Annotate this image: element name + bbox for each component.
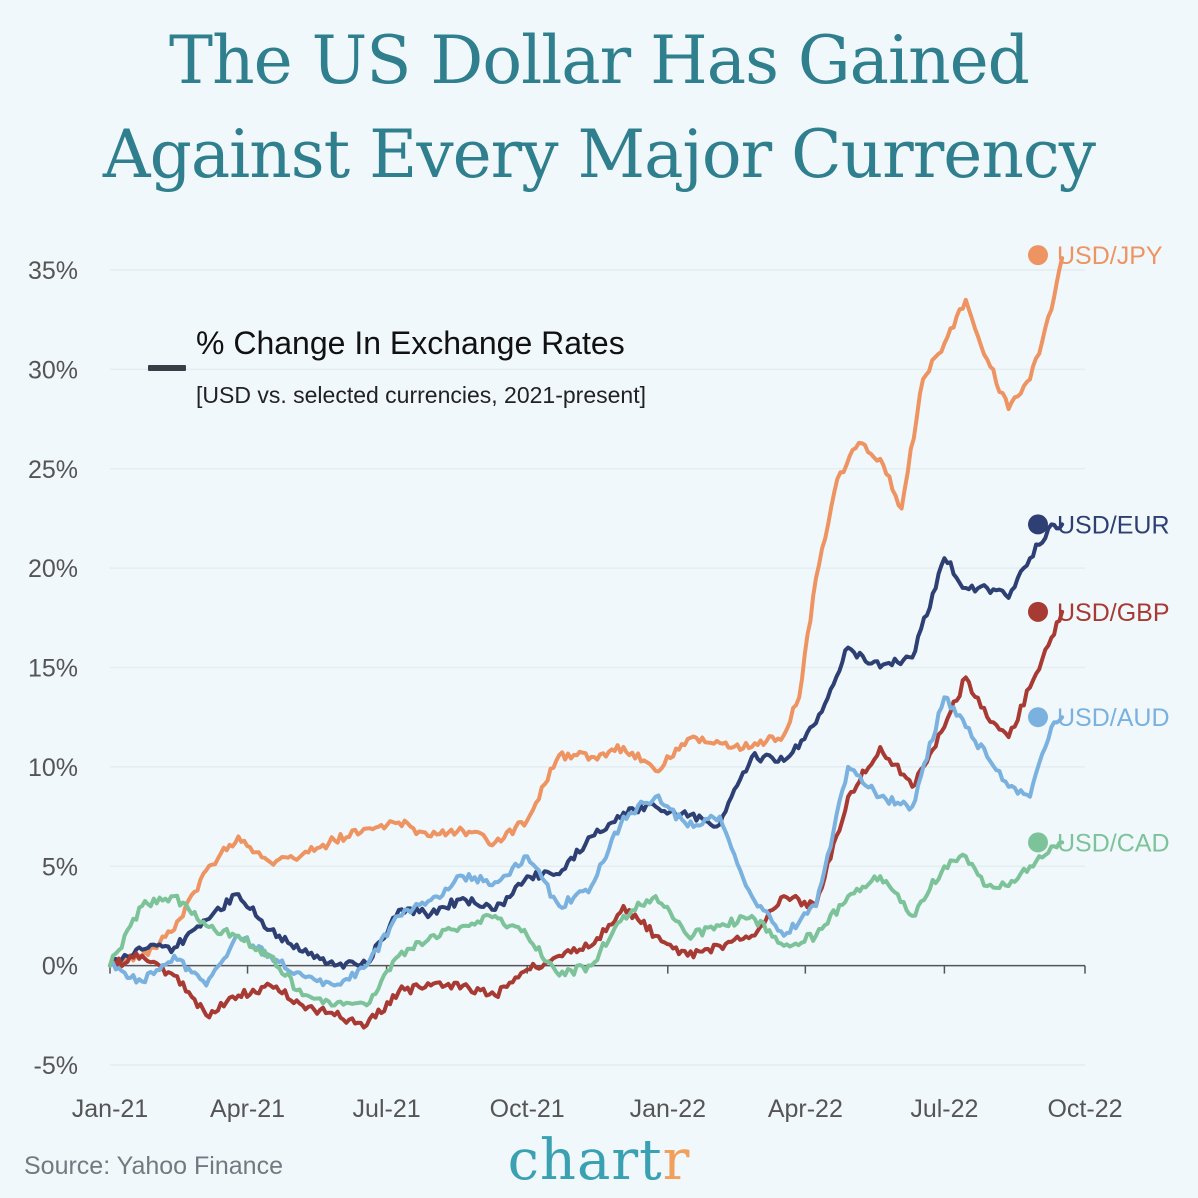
x-tick-label: Apr-22 <box>768 1095 843 1123</box>
y-tick-label: 0% <box>42 953 78 981</box>
series-lines <box>108 256 1065 1030</box>
series-label-cad: USD/CAD <box>1057 829 1170 857</box>
series-line-gbp <box>108 609 1065 1030</box>
series-endpoint-cad <box>1028 832 1048 853</box>
x-tick-label: Jan-22 <box>630 1095 706 1123</box>
series-endpoints: USD/JPY USD/EUR USD/GBP USD/AUD USD/CAD <box>1028 242 1170 857</box>
series-endpoint-jpy <box>1028 245 1048 266</box>
series-line-cad <box>108 840 1065 1008</box>
series-label-gbp: USD/GBP <box>1057 599 1170 627</box>
series-label-jpy: USD/JPY <box>1057 242 1163 270</box>
y-tick-label: 35% <box>28 257 78 285</box>
chart-title: The US Dollar Has Gained Against Every M… <box>0 14 1198 202</box>
y-tick-label: 15% <box>28 655 78 683</box>
legend-swatch <box>148 365 186 371</box>
y-tick-label: -5% <box>34 1052 78 1080</box>
axes: -5% 0% 5% 10% 15% 20% 25% 30% 35% Jan-21 Apr-21 Jul… <box>28 257 1123 1123</box>
source-note: Source: Yahoo Finance <box>24 1152 283 1180</box>
y-tick-label: 25% <box>28 456 78 484</box>
legend-sublabel: [USD vs. selected currencies, 2021-prese… <box>196 382 646 408</box>
brand-logo: chartr <box>0 1128 1198 1193</box>
x-tick-label: Oct-22 <box>1047 1095 1122 1123</box>
series-endpoint-aud <box>1028 707 1048 728</box>
brand-logo-accent: r <box>662 1128 691 1193</box>
series-endpoint-eur <box>1028 514 1048 535</box>
y-tick-label: 10% <box>28 754 78 782</box>
series-label-eur: USD/EUR <box>1057 511 1170 539</box>
gridlines <box>110 269 1085 1066</box>
chart-title-line-1: The US Dollar Has Gained <box>169 22 1030 99</box>
x-tick-label: Oct-21 <box>490 1095 565 1123</box>
legend-label: % Change In Exchange Rates <box>196 325 625 361</box>
legend: % Change In Exchange Rates [USD vs. sele… <box>148 325 646 408</box>
x-tick-label: Jul-21 <box>353 1095 421 1123</box>
series-line-eur <box>108 522 1065 970</box>
brand-logo-text: chart <box>507 1128 663 1193</box>
x-tick-label: Apr-21 <box>210 1095 285 1123</box>
y-tick-label: 5% <box>42 853 78 881</box>
series-label-aud: USD/AUD <box>1057 704 1170 732</box>
chart-title-line-2: Against Every Major Currency <box>102 116 1096 193</box>
y-tick-label: 20% <box>28 555 78 583</box>
x-tick-label: Jan-21 <box>72 1095 148 1123</box>
y-tick-label: 30% <box>28 356 78 384</box>
x-tick-label: Jul-22 <box>910 1095 978 1123</box>
series-line-jpy <box>108 256 1065 969</box>
series-endpoint-gbp <box>1028 601 1048 622</box>
